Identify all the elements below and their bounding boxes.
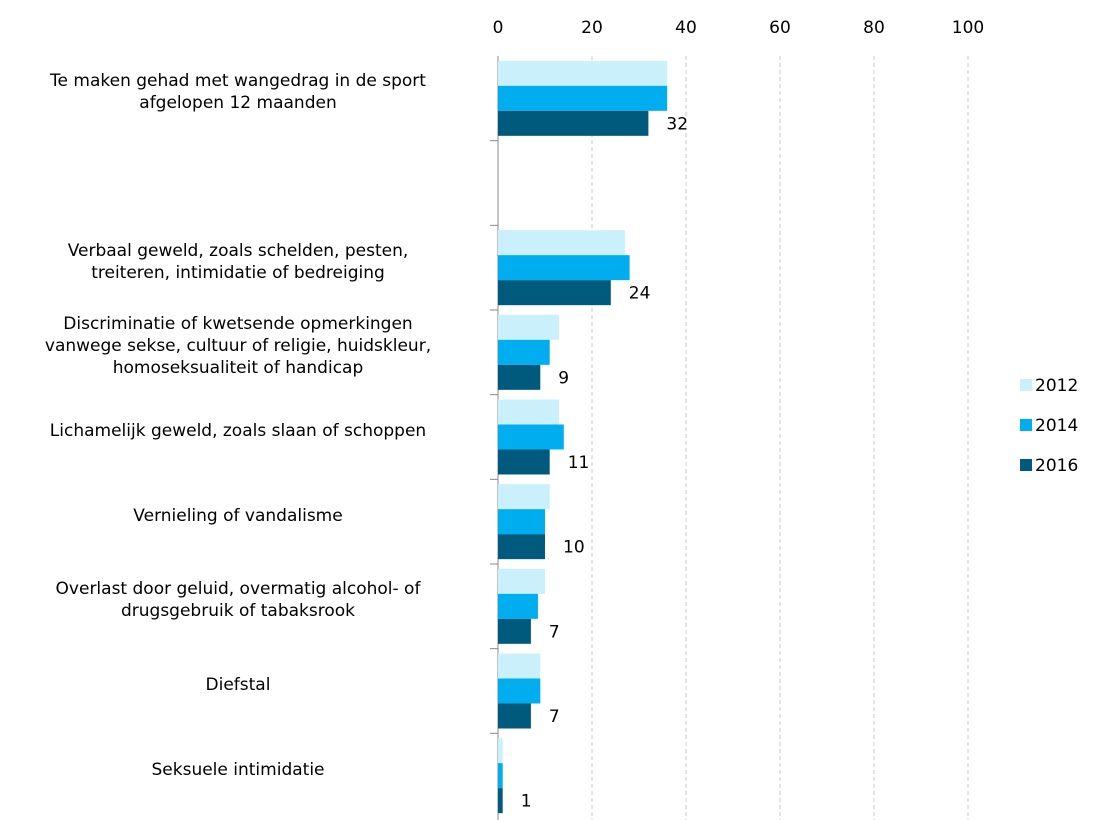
legend-swatch — [1020, 459, 1032, 471]
bar — [498, 60, 668, 86]
bar — [498, 449, 550, 475]
data-label: 7 — [549, 707, 560, 727]
x-tick-label: 40 — [675, 18, 697, 38]
x-tick-label: 80 — [863, 18, 885, 38]
bar — [498, 110, 649, 136]
bar — [498, 703, 531, 729]
y-tick-label: Verbaal geweld, zoals schelden, pesten, … — [67, 240, 409, 283]
bar — [498, 509, 545, 535]
bar — [498, 593, 538, 619]
bar — [498, 534, 545, 560]
bar — [498, 339, 550, 365]
bar — [498, 424, 564, 450]
data-label: 11 — [568, 453, 590, 473]
bar — [498, 568, 545, 594]
legend-label: 2012 — [1035, 376, 1078, 396]
bar — [498, 618, 531, 644]
bar — [498, 484, 550, 510]
bar — [498, 364, 541, 390]
bar — [498, 738, 503, 764]
y-tick-label: Overlast door geluid, overmatig alcohol-… — [55, 579, 421, 622]
y-tick-label: Lichamelijk geweld, zoals slaan of schop… — [49, 421, 427, 441]
bar — [498, 653, 541, 679]
y-tick-label: Vernieling of vandalisme — [133, 505, 343, 526]
y-tick-label: Seksuele intimidatie — [151, 759, 325, 780]
y-tick-label: Diefstal — [205, 675, 271, 695]
data-label: 7 — [549, 622, 560, 642]
legend-label: 2014 — [1035, 416, 1078, 436]
x-tick-label: 60 — [769, 18, 791, 38]
legend-swatch — [1020, 379, 1032, 391]
bar — [498, 763, 503, 789]
data-label: 1 — [521, 792, 532, 812]
bar — [498, 255, 630, 281]
bar — [498, 280, 611, 306]
data-label: 24 — [629, 284, 651, 304]
legend-label: 2016 — [1035, 456, 1078, 476]
data-label: 10 — [563, 538, 585, 558]
x-tick-label: 100 — [952, 18, 984, 38]
bar — [498, 230, 625, 256]
data-label: 9 — [558, 368, 569, 388]
legend-swatch — [1020, 419, 1032, 431]
data-label: 32 — [666, 114, 688, 134]
bar — [498, 85, 668, 111]
x-tick-label: 20 — [581, 18, 603, 38]
y-tick-label: Te maken gehad met wangedrag in de sport… — [50, 71, 426, 114]
y-tick-label: Discriminatie of kwetsende opmerkingen v… — [44, 314, 432, 379]
bar — [498, 788, 503, 814]
bar — [498, 399, 560, 425]
x-tick-label: 0 — [493, 18, 504, 38]
bar — [498, 314, 560, 340]
bar — [498, 678, 541, 704]
